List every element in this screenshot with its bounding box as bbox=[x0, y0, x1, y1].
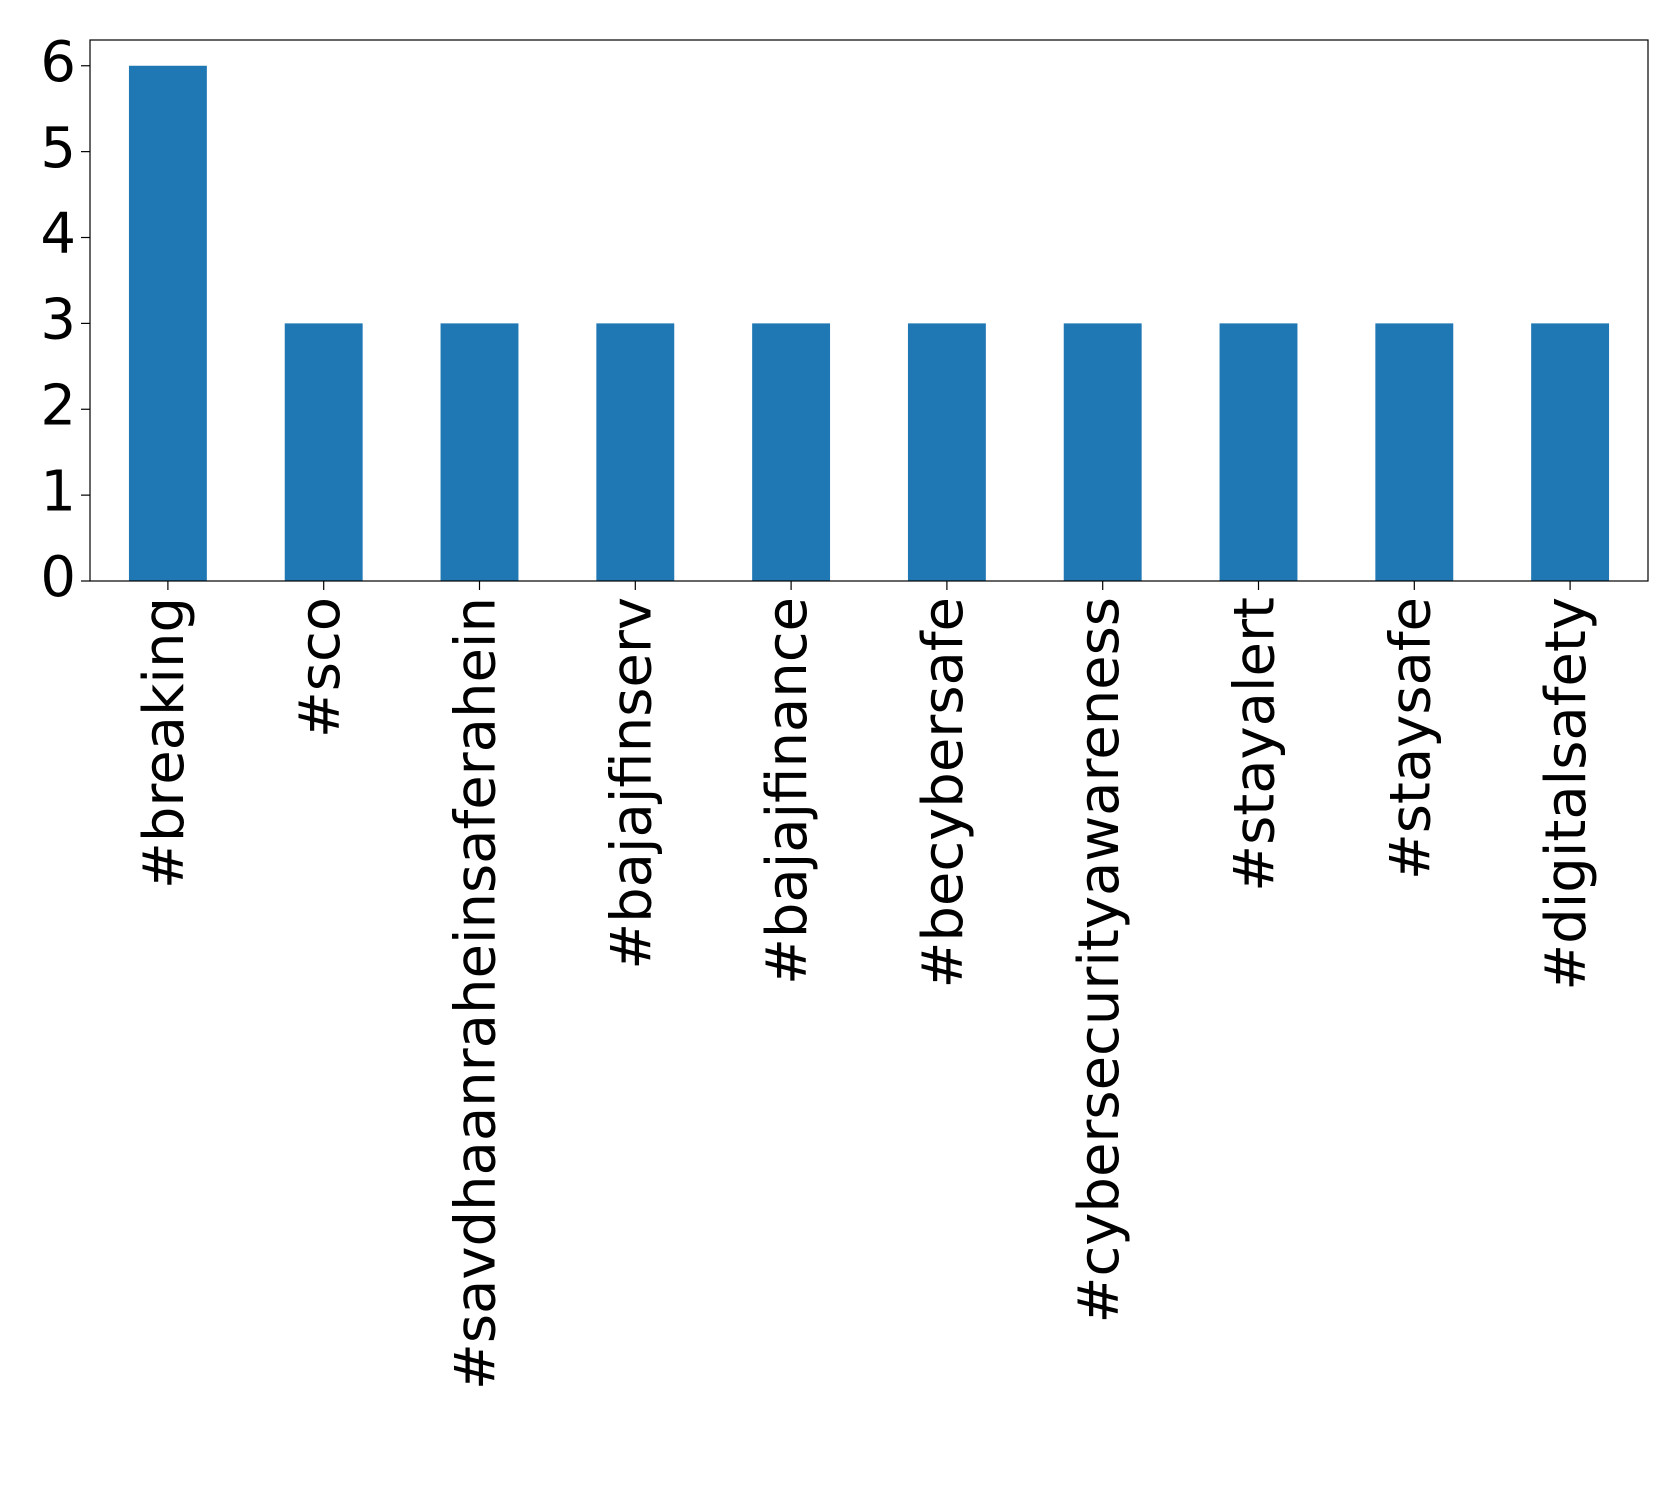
y-tick-label: 6 bbox=[40, 30, 76, 95]
x-tick-label: #staysafe bbox=[1378, 597, 1443, 880]
x-tick-label: #bajajfinserv bbox=[599, 597, 664, 970]
bar bbox=[440, 323, 519, 581]
bar bbox=[1219, 323, 1298, 581]
y-tick-label: 0 bbox=[40, 545, 76, 610]
y-tick-label: 4 bbox=[40, 202, 76, 267]
plot-frame bbox=[89, 39, 1649, 582]
x-tick-label: #bajajfinance bbox=[755, 597, 820, 985]
x-tick-label: #breaking bbox=[132, 597, 197, 889]
x-tick-label: #becybersafe bbox=[911, 597, 976, 989]
bar bbox=[752, 323, 831, 581]
x-tick-label: #cybersecurityawareness bbox=[1067, 597, 1132, 1323]
bar bbox=[1531, 323, 1610, 581]
bar bbox=[1063, 323, 1142, 581]
x-tick-label: #sco bbox=[288, 597, 353, 738]
bar bbox=[1375, 323, 1454, 581]
y-tick-label: 3 bbox=[40, 288, 76, 353]
y-tick-label: 1 bbox=[40, 459, 76, 524]
y-tick-label: 5 bbox=[40, 116, 76, 181]
x-tick-label: #digitalsafety bbox=[1534, 597, 1599, 991]
y-tick-label: 2 bbox=[40, 373, 76, 438]
x-tick-label: #savdhaanraheinsaferahein bbox=[444, 597, 509, 1390]
bar bbox=[907, 323, 986, 581]
bar bbox=[284, 323, 363, 581]
bar bbox=[128, 65, 207, 581]
bar bbox=[596, 323, 675, 581]
x-tick-label: #stayalert bbox=[1223, 597, 1288, 892]
